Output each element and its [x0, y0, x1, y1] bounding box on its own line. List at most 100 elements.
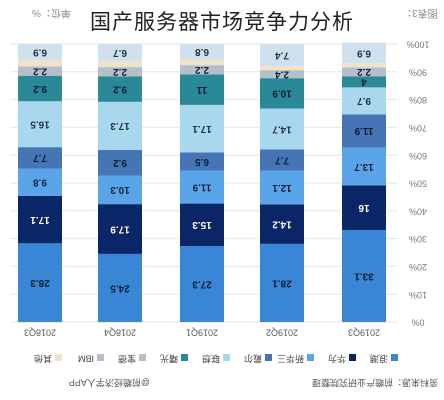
y-tick-label: 40% — [409, 206, 427, 216]
data-label: 7.7 — [275, 154, 289, 165]
data-label: 10.9 — [272, 88, 292, 99]
bar-segment-其他 — [260, 65, 304, 71]
bar-segment-联想 — [342, 87, 386, 115]
bar-segment-新华三 — [260, 170, 304, 205]
data-label: 9.2 — [33, 83, 47, 94]
bar-segment-其他 — [180, 59, 224, 66]
top-left-label: 单位：% — [32, 7, 71, 20]
y-tick-label: 50% — [409, 179, 427, 189]
x-tick-label: 2019Q3 — [348, 328, 380, 338]
y-tick-label: 30% — [409, 234, 427, 244]
bar-segment-曙光 — [98, 76, 142, 102]
data-label: 2.2 — [113, 66, 127, 77]
legend-label: 戴尔 — [244, 354, 262, 365]
data-label: 11.9 — [192, 181, 211, 192]
bar-segment-联想 — [260, 108, 304, 150]
bar-segment-联想 — [98, 101, 142, 150]
bar-segment-其他 — [342, 63, 386, 68]
legend-label: 新华三 — [277, 354, 304, 365]
top-right-label: 图表3： — [402, 7, 438, 20]
bar-segment-other_top — [180, 44, 224, 60]
bar-segment-浪潮 — [342, 229, 386, 322]
bar-segment-other_top — [18, 44, 62, 61]
data-label: 9.2 — [113, 157, 127, 168]
bar-segment-戴尔 — [342, 114, 386, 148]
bar-segment-浪潮 — [180, 246, 224, 322]
bar-segment-华为 — [342, 185, 386, 230]
source-label: 资料来源：前瞻产业研究院整理 — [312, 378, 438, 389]
data-label: 17.3 — [110, 120, 130, 131]
y-tick-label: 10% — [409, 290, 427, 300]
legend-label: 浪潮 — [370, 354, 388, 365]
y-tick-label: 60% — [409, 151, 427, 161]
data-label: 17.9 — [110, 223, 130, 234]
data-label: 33.1 — [354, 270, 374, 281]
data-label: 17.1 — [192, 123, 212, 134]
data-label: 6.9 — [33, 47, 47, 58]
data-label: 9.2 — [113, 83, 127, 94]
y-tick-label: 20% — [409, 262, 427, 272]
x-tick-label: 2019Q1 — [186, 328, 218, 338]
legend-label: IBM — [78, 354, 94, 364]
bar-segment-戴尔 — [260, 149, 304, 171]
data-label: 28.3 — [30, 277, 50, 288]
data-label: 24.5 — [110, 282, 130, 293]
data-label: 17.1 — [30, 214, 50, 225]
data-label: 9.7 — [357, 95, 371, 106]
bar-segment-华为 — [18, 195, 62, 244]
bar-segment-other_top — [260, 44, 304, 66]
bar-segment-其他 — [18, 60, 62, 67]
legend-label: 其他 — [34, 354, 52, 365]
y-tick-label: 80% — [409, 95, 427, 105]
legend-swatch-宝德 — [139, 354, 146, 361]
bar-segment-宝德 — [342, 67, 386, 77]
y-tick-label: 90% — [409, 67, 427, 77]
bar-segment-浪潮 — [18, 243, 62, 322]
legend-label: 宝德 — [118, 354, 136, 365]
bar-segment-联想 — [18, 101, 62, 148]
data-label: 6.8 — [195, 46, 209, 57]
bar-segment-戴尔 — [180, 152, 224, 171]
bar-segment-宝德 — [260, 70, 304, 79]
bar-segment-戴尔 — [18, 147, 62, 169]
data-label: 6.7 — [113, 47, 127, 58]
bar-segment-新华三 — [98, 175, 142, 205]
legend-label: 华为 — [328, 354, 346, 365]
x-tick-label: 2018Q4 — [104, 328, 136, 338]
y-tick-label: 100% — [406, 40, 429, 50]
bar-segment-其他 — [98, 61, 142, 68]
data-label: 15.3 — [192, 219, 212, 230]
data-label: 7.4 — [275, 49, 289, 60]
legend-label: 联想 — [202, 354, 220, 365]
data-label: 2.2 — [357, 66, 371, 77]
bar-segment-other_top — [98, 44, 142, 62]
brand-label: @前瞻经济学人APP — [69, 378, 150, 389]
data-label: 16.5 — [30, 119, 50, 130]
bar-segment-曙光 — [260, 78, 304, 109]
bar-segment-曙光 — [180, 74, 224, 105]
bar-segment-戴尔 — [98, 149, 142, 176]
legend-swatch-联想 — [223, 354, 230, 361]
bar-segment-华为 — [260, 204, 304, 244]
data-label: 11.9 — [354, 125, 373, 136]
data-label: 27.3 — [192, 278, 212, 289]
bar-segment-联想 — [180, 104, 224, 153]
legend-swatch-曙光 — [181, 354, 188, 361]
data-label: 6.9 — [357, 47, 371, 58]
bar-segment-宝德 — [180, 65, 224, 75]
data-label: 11 — [196, 84, 207, 95]
data-label: 2.2 — [195, 64, 209, 75]
page-title: 国产服务器市场竞争力分析 — [90, 10, 354, 34]
data-label: 14.2 — [272, 219, 292, 230]
legend-swatch-IBM — [97, 354, 104, 361]
data-label: 2.2 — [33, 65, 47, 76]
data-label: 2.4 — [275, 69, 289, 80]
bar-segment-浪潮 — [98, 253, 142, 322]
legend-swatch-戴尔 — [265, 354, 272, 361]
x-tick-label: 2018Q3 — [24, 328, 56, 338]
bar-segment-浪潮 — [260, 243, 304, 322]
data-label: 9.8 — [33, 177, 47, 188]
bar-segment-曙光 — [18, 75, 62, 102]
data-label: 4 — [361, 76, 367, 87]
